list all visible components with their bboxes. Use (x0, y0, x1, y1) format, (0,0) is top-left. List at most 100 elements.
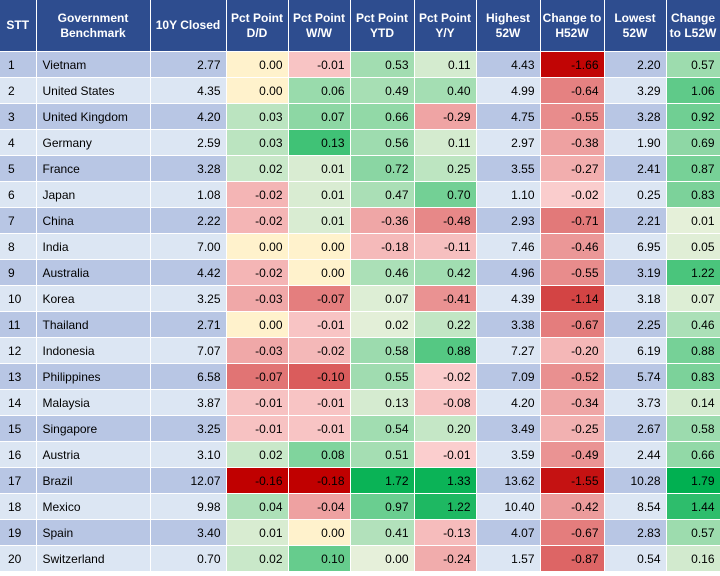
cell-yy: -0.01 (414, 441, 477, 468)
cell-yy: 1.33 (414, 467, 477, 494)
cell-ytd: 0.97 (350, 493, 415, 520)
table-row: 19 Spain 3.40 0.01 0.00 0.41 -0.13 4.07 -0.67 2.8… (0, 519, 720, 546)
cell-high52w: 7.09 (476, 363, 541, 390)
cell-change-l52w: 0.05 (666, 233, 720, 260)
cell-closed: 9.98 (150, 493, 227, 520)
header-ytd[interactable]: Pct Point YTD (350, 0, 415, 52)
table-row: 6 Japan 1.08 -0.02 0.01 0.47 0.70 1.10 -0.02 0.25… (0, 181, 720, 208)
cell-stt: 18 (0, 493, 37, 520)
cell-change-l52w: 0.92 (666, 103, 720, 130)
cell-change-h52w: -0.67 (540, 311, 605, 338)
cell-dd: 0.04 (226, 493, 289, 520)
cell-low52w: 8.54 (604, 493, 667, 520)
header-stt[interactable]: STT (0, 0, 37, 52)
header-change-l52w[interactable]: Change to L52W (666, 0, 720, 52)
cell-high52w: 7.27 (476, 337, 541, 364)
cell-high52w: 1.10 (476, 181, 541, 208)
table-row: 12 Indonesia 7.07 -0.03 -0.02 0.58 0.88 7.27 -0.… (0, 337, 720, 364)
header-change-h52w[interactable]: Change to H52W (540, 0, 605, 52)
header-low52w[interactable]: Lowest 52W (604, 0, 667, 52)
cell-dd: -0.03 (226, 285, 289, 312)
cell-dd: 0.01 (226, 519, 289, 546)
cell-yy: 0.88 (414, 337, 477, 364)
cell-closed: 3.25 (150, 285, 227, 312)
cell-dd: 0.02 (226, 545, 289, 572)
cell-ww: 0.10 (288, 545, 351, 572)
cell-ytd: 0.02 (350, 311, 415, 338)
cell-ww: 0.00 (288, 233, 351, 260)
cell-change-h52w: -0.49 (540, 441, 605, 468)
cell-ytd: 0.13 (350, 389, 415, 416)
cell-country: France (36, 155, 151, 182)
cell-country: China (36, 207, 151, 234)
cell-ytd: -0.18 (350, 233, 415, 260)
cell-ww: -0.10 (288, 363, 351, 390)
cell-change-l52w: 1.22 (666, 259, 720, 286)
cell-closed: 4.20 (150, 103, 227, 130)
cell-high52w: 13.62 (476, 467, 541, 494)
cell-yy: -0.24 (414, 545, 477, 572)
header-high52w[interactable]: Highest 52W (476, 0, 541, 52)
header-dd[interactable]: Pct Point D/D (226, 0, 289, 52)
cell-ww: 0.01 (288, 181, 351, 208)
cell-ww: 0.08 (288, 441, 351, 468)
cell-country: Germany (36, 129, 151, 156)
cell-change-h52w: -0.02 (540, 181, 605, 208)
cell-stt: 1 (0, 51, 37, 78)
cell-high52w: 7.46 (476, 233, 541, 260)
cell-dd: -0.03 (226, 337, 289, 364)
cell-country: Thailand (36, 311, 151, 338)
cell-country: Japan (36, 181, 151, 208)
cell-change-h52w: -0.71 (540, 207, 605, 234)
cell-change-h52w: -0.55 (540, 259, 605, 286)
cell-yy: -0.08 (414, 389, 477, 416)
cell-change-l52w: 0.88 (666, 337, 720, 364)
header-yy[interactable]: Pct Point Y/Y (414, 0, 477, 52)
cell-stt: 16 (0, 441, 37, 468)
cell-high52w: 4.20 (476, 389, 541, 416)
cell-ww: -0.01 (288, 389, 351, 416)
cell-closed: 12.07 (150, 467, 227, 494)
cell-country: Indonesia (36, 337, 151, 364)
cell-high52w: 3.59 (476, 441, 541, 468)
cell-yy: 0.25 (414, 155, 477, 182)
header-row: STT Government Benchmark 10Y Closed Pct … (0, 0, 720, 52)
cell-stt: 8 (0, 233, 37, 260)
cell-country: Malaysia (36, 389, 151, 416)
cell-closed: 7.00 (150, 233, 227, 260)
cell-ytd: 0.72 (350, 155, 415, 182)
header-benchmark[interactable]: Government Benchmark (36, 0, 151, 52)
table-row: 10 Korea 3.25 -0.03 -0.07 0.07 -0.41 4.39 -1.14 3… (0, 285, 720, 312)
cell-change-l52w: 1.44 (666, 493, 720, 520)
cell-high52w: 3.38 (476, 311, 541, 338)
cell-ytd: 0.49 (350, 77, 415, 104)
cell-closed: 2.22 (150, 207, 227, 234)
cell-stt: 3 (0, 103, 37, 130)
cell-stt: 2 (0, 77, 37, 104)
table-row: 5 France 3.28 0.02 0.01 0.72 0.25 3.55 -0.27 2.41… (0, 155, 720, 182)
cell-ytd: 0.41 (350, 519, 415, 546)
cell-closed: 3.40 (150, 519, 227, 546)
cell-yy: 0.42 (414, 259, 477, 286)
header-ww[interactable]: Pct Point W/W (288, 0, 351, 52)
cell-change-h52w: -0.52 (540, 363, 605, 390)
cell-stt: 13 (0, 363, 37, 390)
cell-stt: 14 (0, 389, 37, 416)
cell-low52w: 0.54 (604, 545, 667, 572)
table-row: 7 China 2.22 -0.02 0.01 -0.36 -0.48 2.93 -0.71 2.… (0, 207, 720, 234)
cell-country: United States (36, 77, 151, 104)
cell-change-l52w: 0.58 (666, 415, 720, 442)
cell-dd: -0.01 (226, 415, 289, 442)
cell-high52w: 4.99 (476, 77, 541, 104)
cell-change-h52w: -0.64 (540, 77, 605, 104)
cell-dd: 0.02 (226, 441, 289, 468)
header-closed[interactable]: 10Y Closed (150, 0, 227, 52)
cell-high52w: 1.57 (476, 545, 541, 572)
cell-yy: 0.22 (414, 311, 477, 338)
cell-closed: 6.58 (150, 363, 227, 390)
table-row: 14 Malaysia 3.87 -0.01 -0.01 0.13 -0.08 4.20 -0.… (0, 389, 720, 416)
cell-closed: 7.07 (150, 337, 227, 364)
cell-country: Australia (36, 259, 151, 286)
cell-high52w: 2.97 (476, 129, 541, 156)
table-row: 1 Vietnam 2.77 0.00 -0.01 0.53 0.11 4.43 -1.66 2.… (0, 51, 720, 78)
